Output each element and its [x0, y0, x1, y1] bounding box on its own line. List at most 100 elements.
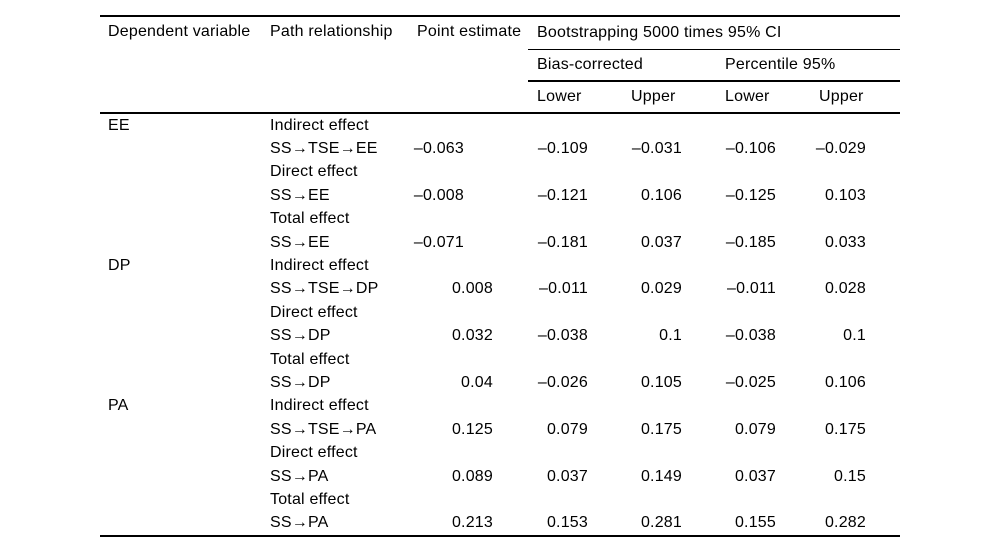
cell-bc-upper: 0.175 [640, 420, 682, 438]
cell-path-relationship: Indirect effect [270, 257, 369, 275]
cell-dependent-variable [100, 371, 262, 394]
cell-path-relationship: Direct effect [270, 444, 358, 462]
cell-bc-upper [622, 208, 716, 231]
cell-path-relationship: SS→EE [270, 233, 330, 251]
table-row: Total effect [100, 348, 900, 371]
cell-path-relationship: SS→EE [270, 186, 330, 204]
cell-pct-upper: 0.033 [824, 233, 866, 251]
cell-bc-lower: –0.181 [537, 233, 588, 251]
table-row: Direct effect [100, 161, 900, 184]
cell-bc-upper [622, 254, 716, 277]
table-row: SS→DP 0.032 –0.038 0.1 –0.038 0.1 [100, 325, 900, 348]
cell-dependent-variable [100, 278, 262, 301]
cell-pct-upper [810, 208, 900, 231]
cell-bc-lower [528, 348, 622, 371]
cell-path-relationship: SS→TSE→PA [270, 420, 377, 438]
cell-pct-upper [810, 488, 900, 511]
header-row-3: Lower Upper Lower Upper [100, 81, 900, 114]
cell-bc-upper [622, 301, 716, 324]
table-row: Total effect [100, 488, 900, 511]
cell-dependent-variable [100, 348, 262, 371]
cell-point-estimate [410, 395, 528, 418]
table-row: Direct effect [100, 441, 900, 464]
cell-pct-lower: –0.185 [725, 233, 776, 251]
cell-path-relationship: Indirect effect [270, 397, 369, 415]
cell-point-estimate: –0.008 [413, 186, 464, 204]
cell-dependent-variable [100, 161, 262, 184]
table-body: EE Indirect effect SS→TSE→EE –0.063 –0.1… [100, 113, 900, 536]
col-header-bias-corrected: Bias-corrected [528, 49, 716, 82]
cell-pct-lower [716, 441, 810, 464]
cell-dependent-variable [100, 441, 262, 464]
col-header-bc-lower: Lower [528, 81, 622, 114]
cell-bc-upper [622, 441, 716, 464]
cell-pct-lower: –0.011 [727, 280, 776, 298]
results-table-container: Dependent variable Path relationship Poi… [100, 15, 900, 538]
table-row: SS→EE –0.071 –0.181 0.037 –0.185 0.033 [100, 231, 900, 254]
cell-pct-upper: 0.103 [824, 186, 866, 204]
cell-pct-upper: 0.028 [824, 280, 866, 298]
cell-pct-upper: 0.106 [824, 373, 866, 391]
cell-bc-lower [528, 208, 622, 231]
cell-pct-lower [716, 301, 810, 324]
cell-bc-upper: 0.281 [640, 514, 682, 532]
cell-pct-upper [810, 441, 900, 464]
cell-dependent-variable [100, 512, 262, 536]
cell-bc-lower [528, 113, 622, 137]
cell-pct-lower [716, 161, 810, 184]
cell-dependent-variable [100, 488, 262, 511]
col-header-dependent-variable: Dependent variable [100, 16, 262, 114]
cell-bc-lower: –0.011 [539, 280, 588, 298]
cell-bc-upper: 0.149 [640, 467, 682, 485]
cell-pct-lower [716, 113, 810, 137]
cell-dependent-variable [100, 137, 262, 160]
cell-bc-upper: –0.031 [631, 140, 682, 158]
cell-path-relationship: SS→DP [270, 373, 331, 391]
cell-path-relationship: Direct effect [270, 303, 358, 321]
cell-dependent-variable: EE [108, 116, 130, 134]
cell-dependent-variable [100, 208, 262, 231]
cell-path-relationship: SS→PA [270, 467, 329, 485]
cell-bc-lower: –0.109 [537, 140, 588, 158]
table-row: EE Indirect effect [100, 113, 900, 137]
cell-path-relationship: Total effect [270, 210, 350, 228]
cell-dependent-variable [100, 418, 262, 441]
cell-pct-lower: –0.125 [725, 186, 776, 204]
cell-point-estimate [410, 441, 528, 464]
cell-dependent-variable: PA [108, 397, 129, 415]
cell-path-relationship: Total effect [270, 350, 350, 368]
cell-path-relationship: Total effect [270, 490, 350, 508]
cell-point-estimate: 0.04 [461, 373, 493, 391]
cell-dependent-variable [100, 301, 262, 324]
cell-bc-lower [528, 254, 622, 277]
cell-path-relationship: SS→TSE→DP [270, 280, 379, 298]
cell-bc-upper: 0.037 [640, 233, 682, 251]
cell-path-relationship: SS→DP [270, 327, 331, 345]
cell-point-estimate [410, 113, 528, 137]
cell-bc-upper: 0.105 [640, 373, 682, 391]
cell-bc-upper: 0.106 [640, 186, 682, 204]
col-header-percentile-95: Percentile 95% [716, 49, 900, 82]
cell-pct-lower [716, 254, 810, 277]
cell-bc-lower [528, 161, 622, 184]
cell-path-relationship: Direct effect [270, 163, 358, 181]
cell-point-estimate [410, 208, 528, 231]
col-header-path-relationship: Path relationship [262, 16, 410, 114]
cell-pct-upper: 0.15 [834, 467, 866, 485]
header-row-2: Bias-corrected Percentile 95% [100, 49, 900, 82]
cell-pct-lower: –0.038 [725, 327, 776, 345]
table-row: SS→TSE→PA 0.125 0.079 0.175 0.079 0.175 [100, 418, 900, 441]
cell-pct-upper [810, 113, 900, 137]
table-row: PA Indirect effect [100, 395, 900, 418]
cell-bc-lower: 0.079 [546, 420, 588, 438]
cell-bc-lower: –0.038 [537, 327, 588, 345]
cell-point-estimate: –0.063 [413, 140, 464, 158]
cell-pct-lower [716, 395, 810, 418]
col-header-pct-upper: Upper [810, 81, 900, 114]
cell-dependent-variable [100, 231, 262, 254]
col-header-bootstrapping-ci: Bootstrapping 5000 times 95% CI [528, 16, 900, 50]
cell-point-estimate: 0.213 [451, 514, 493, 532]
cell-pct-lower [716, 488, 810, 511]
cell-pct-upper: 0.282 [824, 514, 866, 532]
cell-bc-lower [528, 301, 622, 324]
